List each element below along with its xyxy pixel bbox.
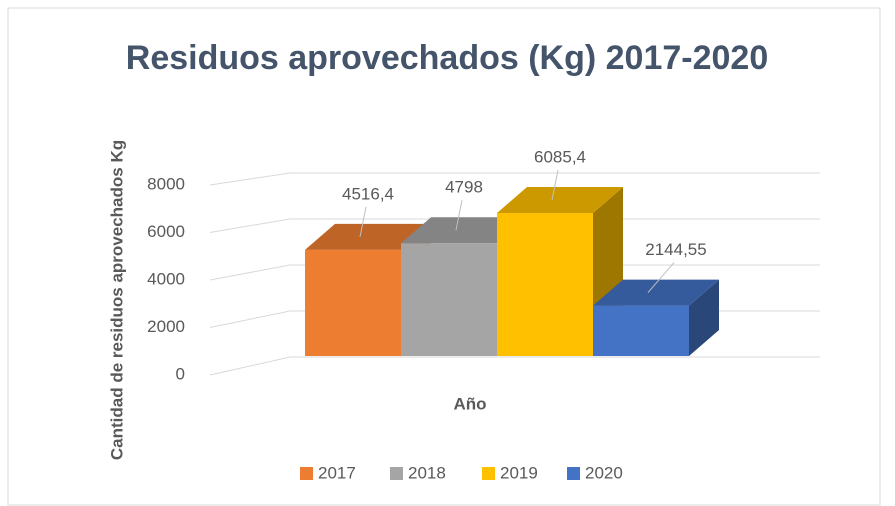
leader-line xyxy=(647,262,675,293)
legend-label: 2018 xyxy=(408,463,446,482)
legend-swatch xyxy=(300,467,313,480)
leader-line xyxy=(551,169,559,201)
bar-side xyxy=(689,279,719,356)
y-tick-label: 6000 xyxy=(147,222,185,241)
legend-swatch xyxy=(567,467,580,480)
x-axis-title: Año xyxy=(453,394,486,413)
bar-top xyxy=(593,279,719,306)
legend-swatch xyxy=(390,467,403,480)
legend-label: 2019 xyxy=(500,463,538,482)
bar-top xyxy=(305,223,431,250)
grid-line xyxy=(209,218,820,233)
bar xyxy=(593,305,689,356)
y-tick-label: 8000 xyxy=(147,174,185,193)
bar xyxy=(497,212,593,356)
data-label: 4516,4 xyxy=(342,184,394,203)
legend-label: 2020 xyxy=(585,463,623,482)
y-tick-label: 4000 xyxy=(147,269,185,288)
data-label: 4798 xyxy=(445,178,483,197)
chart-title: Residuos aprovechados (Kg) 2017-2020 xyxy=(126,39,768,77)
leader-line xyxy=(359,206,367,237)
data-label: 2144,55 xyxy=(645,240,706,259)
y-tick-label: 0 xyxy=(176,364,185,383)
data-label: 6085,4 xyxy=(534,147,586,166)
grid-line xyxy=(209,172,820,186)
leader-line xyxy=(455,200,463,231)
bar xyxy=(401,243,497,356)
grid-line xyxy=(209,356,820,376)
y-tick-label: 2000 xyxy=(147,317,185,336)
bar-top xyxy=(401,217,527,244)
legend-swatch xyxy=(482,467,495,480)
bar xyxy=(305,249,401,356)
bar-top xyxy=(497,186,623,213)
y-axis-title: Cantidad de residuos aprovechados Kg xyxy=(107,140,126,460)
grid-line xyxy=(209,264,820,281)
legend-label: 2017 xyxy=(318,463,356,482)
